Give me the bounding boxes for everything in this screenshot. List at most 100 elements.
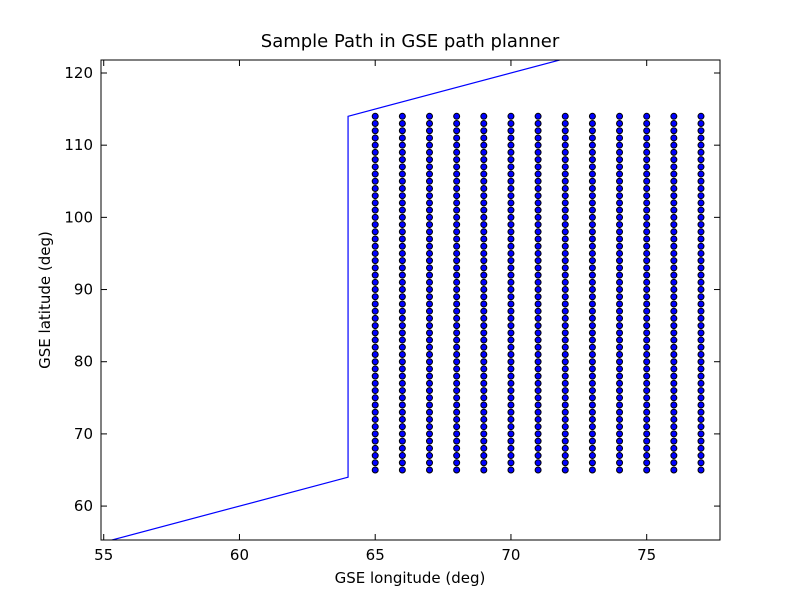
point (616, 423, 624, 431)
y-tick-label: 70 (74, 425, 93, 443)
point (480, 300, 488, 308)
point (398, 358, 406, 366)
point (643, 466, 651, 474)
point (426, 452, 434, 460)
point (670, 127, 678, 135)
point (534, 466, 542, 474)
point (371, 127, 379, 135)
point (480, 286, 488, 294)
point (507, 343, 515, 351)
point (588, 401, 596, 409)
point (697, 112, 705, 120)
point (453, 249, 461, 257)
point (453, 156, 461, 164)
point (426, 141, 434, 149)
point (480, 329, 488, 337)
point (670, 278, 678, 286)
point (697, 350, 705, 358)
point (398, 221, 406, 229)
point (453, 350, 461, 358)
point (561, 163, 569, 171)
point (453, 343, 461, 351)
point (507, 242, 515, 250)
point (480, 213, 488, 221)
point (426, 286, 434, 294)
point (534, 293, 542, 301)
point (453, 278, 461, 286)
point (670, 437, 678, 445)
point (480, 163, 488, 171)
point (371, 163, 379, 171)
point (534, 437, 542, 445)
point (670, 134, 678, 142)
point (561, 350, 569, 358)
point (643, 387, 651, 395)
point (398, 184, 406, 192)
point (534, 300, 542, 308)
point (534, 163, 542, 171)
point (507, 228, 515, 236)
point (453, 192, 461, 200)
point (507, 257, 515, 265)
point (398, 163, 406, 171)
point (643, 415, 651, 423)
point (371, 336, 379, 344)
point (588, 343, 596, 351)
point (561, 372, 569, 380)
point (643, 322, 651, 330)
point (507, 466, 515, 474)
point (480, 343, 488, 351)
point (426, 134, 434, 142)
point (534, 444, 542, 452)
point (534, 228, 542, 236)
y-tick-label: 90 (74, 281, 93, 299)
point (616, 163, 624, 171)
point (398, 286, 406, 294)
point (616, 365, 624, 373)
point (371, 206, 379, 214)
point (616, 401, 624, 409)
point (697, 358, 705, 366)
point (371, 141, 379, 149)
point (507, 163, 515, 171)
point (616, 192, 624, 200)
point (670, 221, 678, 229)
point (398, 249, 406, 257)
point (507, 365, 515, 373)
point (507, 329, 515, 337)
point (643, 286, 651, 294)
point (643, 156, 651, 164)
point (534, 343, 542, 351)
point (398, 199, 406, 207)
point (534, 387, 542, 395)
point (616, 112, 624, 120)
point (426, 293, 434, 301)
point (371, 437, 379, 445)
point (697, 379, 705, 387)
point (371, 134, 379, 142)
point (561, 148, 569, 156)
point (643, 408, 651, 416)
point (643, 394, 651, 402)
point (561, 423, 569, 431)
point (426, 156, 434, 164)
point (697, 141, 705, 149)
point (670, 322, 678, 330)
point (534, 141, 542, 149)
point (507, 314, 515, 322)
point (480, 192, 488, 200)
plot-area (109, 60, 705, 540)
point (371, 278, 379, 286)
point (588, 257, 596, 265)
point (453, 372, 461, 380)
point (588, 120, 596, 128)
y-tick-label: 80 (74, 353, 93, 371)
point (426, 401, 434, 409)
point (697, 177, 705, 185)
point (534, 127, 542, 135)
point (561, 358, 569, 366)
point (480, 278, 488, 286)
point (534, 242, 542, 250)
point (697, 206, 705, 214)
